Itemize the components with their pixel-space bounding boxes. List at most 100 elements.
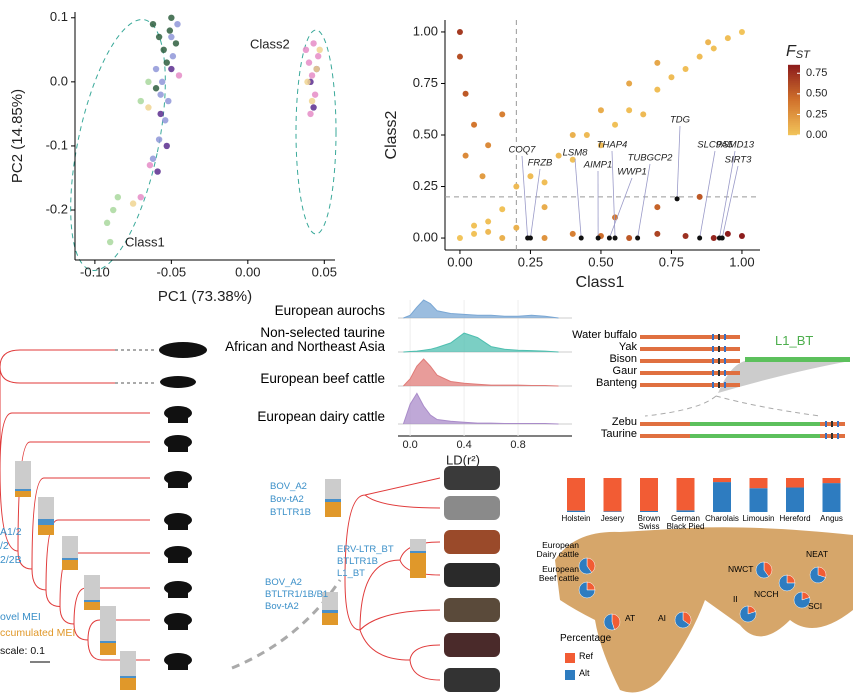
branch [344, 477, 441, 631]
bar-segment [786, 487, 804, 512]
point [168, 65, 175, 73]
legend-label: Alt [579, 668, 590, 678]
species-label: Banteng [596, 377, 637, 389]
point [696, 53, 703, 60]
colorbar-step [788, 114, 800, 118]
pie-label: European Dairy cattle [536, 540, 579, 559]
tree-label: ccumulated MEI [0, 627, 76, 639]
point [710, 235, 717, 242]
cattle-photo [444, 466, 500, 490]
pie-slice [603, 613, 615, 631]
point [499, 111, 506, 118]
highlight-point [606, 235, 612, 241]
colorbar-step [788, 74, 800, 78]
pie-slice [611, 613, 621, 630]
category-label: Limousin [742, 514, 775, 523]
point [310, 40, 317, 47]
category-label: Hereford [779, 514, 811, 523]
colorbar-step [788, 108, 800, 112]
y-axis-label: Class2 [383, 110, 400, 159]
x-tick-label: -0.05 [157, 264, 187, 279]
cattle-photo [444, 563, 500, 587]
silhouette-legs [168, 588, 188, 598]
leader [699, 150, 716, 239]
tree-label: BTLTR1/1B/B1 [265, 589, 329, 600]
tree-label: L1_BT [337, 568, 365, 579]
highlight-point [595, 235, 601, 241]
colorbar-step [788, 118, 800, 122]
silhouette-legs [168, 660, 188, 670]
point [682, 232, 689, 239]
tree-label: scale: 0.1 [0, 645, 45, 657]
point [705, 39, 712, 46]
bar-segment [567, 478, 585, 511]
point [626, 235, 633, 242]
annotation: Class1 [125, 234, 165, 249]
marker [837, 433, 839, 439]
point [724, 35, 731, 42]
colorbar-title-subscript: ST [796, 49, 811, 61]
element-label: L1_BT [775, 333, 814, 348]
point [168, 33, 175, 41]
silhouette-legs [168, 620, 188, 630]
y-tick-label: -0.2 [46, 201, 68, 216]
ridge-label: European beef cattle [260, 371, 385, 386]
branch [31, 568, 47, 591]
tree-label: BOV_A2 [265, 577, 302, 588]
bar-segment [640, 510, 658, 512]
highlight-point [697, 235, 703, 241]
species-label: Taurine [600, 428, 637, 440]
branch [17, 441, 150, 552]
colorbar-tick-label: 0.75 [806, 67, 827, 79]
haplotype-bar [640, 383, 740, 387]
mei-bar [38, 519, 54, 525]
colorbar-step [788, 88, 800, 92]
gene-label: PSMD13 [716, 140, 755, 151]
point [129, 200, 137, 207]
cattle-photo [444, 598, 500, 622]
point [103, 219, 111, 227]
cattle-photo [444, 530, 500, 554]
mei-bar [120, 678, 136, 690]
highlight-point [674, 196, 680, 202]
branch [87, 619, 150, 641]
point [308, 72, 316, 79]
gene-label: LSM8 [563, 148, 589, 159]
point [462, 152, 469, 159]
insertion [690, 422, 820, 426]
highlight-point [527, 235, 533, 241]
cattle-photo [444, 496, 500, 520]
mei-bar [100, 606, 116, 641]
branch [73, 623, 89, 641]
mei-bar [62, 558, 78, 560]
highlight-point [635, 235, 641, 241]
point [152, 65, 160, 73]
marker [831, 433, 833, 439]
colorbar-step [788, 82, 800, 86]
tree-label: BTLTR1B [270, 507, 312, 518]
colorbar-step [788, 112, 800, 116]
x-tick-label: 0.75 [659, 254, 684, 269]
point [145, 78, 152, 86]
pie-label: AI [658, 613, 667, 623]
point [137, 97, 144, 105]
point [485, 228, 492, 235]
silhouette-legs [168, 520, 188, 530]
class2-ellipse [295, 29, 337, 235]
marker [712, 358, 714, 364]
pie-label: NEAT [806, 549, 829, 559]
density [403, 358, 559, 387]
colorbar-step [788, 128, 800, 132]
ridge-label: European aurochs [274, 303, 385, 318]
point [169, 53, 177, 60]
leader [609, 177, 633, 239]
point [304, 78, 311, 86]
point [316, 46, 323, 54]
ridge-label: European dairy cattle [257, 409, 385, 424]
pie-slice [578, 557, 593, 575]
haplotype-bar [640, 359, 740, 363]
marker [718, 370, 720, 376]
point [485, 218, 492, 225]
mei-bar [84, 600, 100, 602]
